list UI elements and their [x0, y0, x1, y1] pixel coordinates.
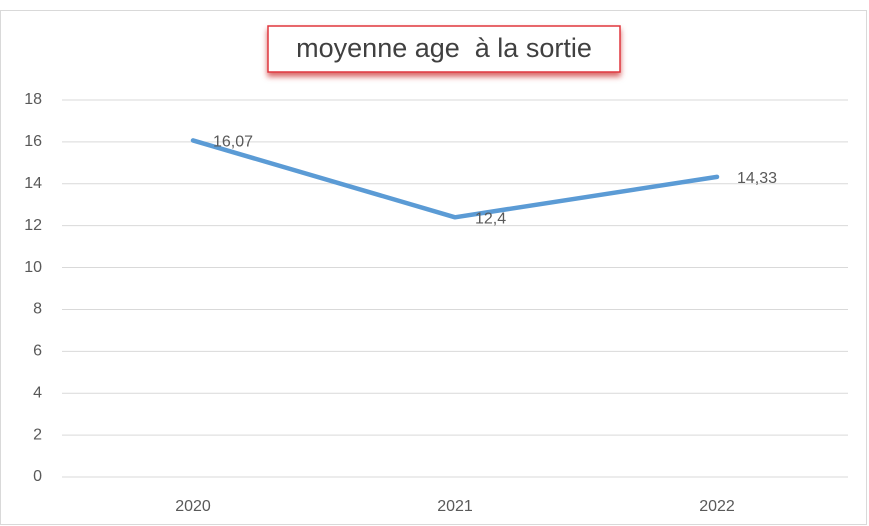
y-tick-label: 10 — [24, 259, 42, 276]
y-tick-label: 6 — [33, 343, 42, 360]
y-tick-label: 4 — [33, 384, 42, 401]
y-tick-label: 18 — [24, 91, 42, 108]
y-tick-label: 16 — [24, 133, 42, 150]
data-label: 14,33 — [737, 170, 777, 187]
chart-title: moyenne age à la sortie — [296, 33, 592, 63]
y-tick-label: 12 — [24, 217, 42, 234]
data-label: 12,4 — [475, 211, 506, 228]
x-tick-label: 2022 — [699, 498, 735, 515]
title-box — [267, 25, 621, 73]
x-tick-label: 2021 — [437, 498, 473, 515]
data-label: 16,07 — [213, 134, 253, 151]
y-tick-label: 8 — [33, 301, 42, 318]
y-tick-label: 2 — [33, 426, 42, 443]
x-tick-label: 2020 — [175, 498, 211, 515]
data-line — [190, 138, 720, 220]
y-tick-label: 0 — [33, 468, 42, 485]
y-tick-label: 14 — [24, 175, 42, 192]
